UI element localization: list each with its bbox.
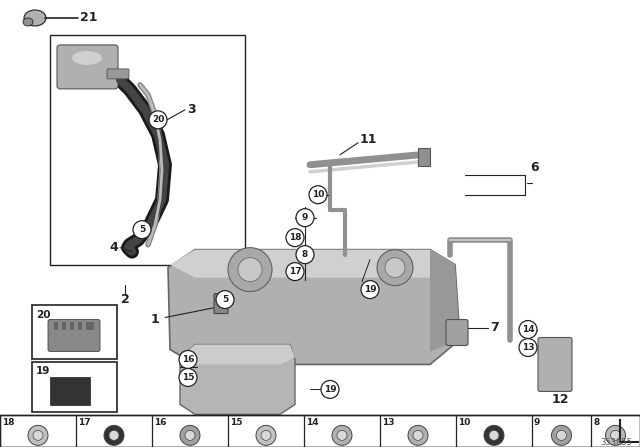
FancyBboxPatch shape [214,293,228,314]
Circle shape [408,426,428,445]
Circle shape [185,431,195,440]
Circle shape [179,368,197,387]
Circle shape [552,426,572,445]
Text: 11: 11 [360,134,378,146]
Circle shape [179,350,197,368]
Circle shape [261,431,271,440]
FancyBboxPatch shape [48,319,100,352]
Bar [78,322,82,330]
Polygon shape [180,345,295,365]
Polygon shape [168,250,460,365]
Circle shape [228,248,272,292]
Text: 18: 18 [289,233,301,242]
Circle shape [256,426,276,445]
Circle shape [33,431,43,440]
Circle shape [361,280,379,298]
Bar [0,415,640,448]
Bar [62,322,66,330]
FancyBboxPatch shape [538,337,572,392]
Bar [86,322,90,330]
Circle shape [296,246,314,263]
Text: 7: 7 [490,321,499,334]
Bar [418,148,430,166]
Text: 18: 18 [2,418,15,427]
Circle shape [484,426,504,445]
Circle shape [180,426,200,445]
Text: 12: 12 [551,393,569,406]
Text: 9: 9 [302,213,308,222]
Text: 21: 21 [80,12,97,25]
Polygon shape [180,345,295,414]
Text: 15: 15 [230,418,243,427]
Circle shape [489,431,499,440]
Circle shape [611,431,621,440]
Circle shape [109,431,119,440]
Ellipse shape [72,51,102,65]
Circle shape [332,426,352,445]
Text: 19: 19 [36,366,51,376]
Text: 2: 2 [120,293,129,306]
Bar [32,305,117,359]
Bar [70,322,74,330]
Circle shape [149,111,167,129]
Bar [90,322,94,330]
Bar [32,362,117,413]
Circle shape [238,258,262,282]
Text: 5: 5 [222,295,228,304]
Circle shape [519,339,537,357]
Circle shape [133,221,151,239]
Circle shape [286,228,304,247]
Circle shape [605,426,625,445]
Bar [50,35,245,265]
Text: 17: 17 [289,267,301,276]
Text: 19: 19 [364,285,376,294]
Text: 16: 16 [154,418,166,427]
Ellipse shape [23,18,33,26]
Bar [54,322,58,330]
FancyBboxPatch shape [446,319,468,345]
Text: 353855: 353855 [600,438,632,447]
Text: 10: 10 [458,418,470,427]
Text: 9: 9 [534,418,540,427]
FancyBboxPatch shape [57,45,118,89]
Text: 8: 8 [302,250,308,259]
Bar [50,378,90,405]
Polygon shape [170,250,455,278]
Circle shape [377,250,413,285]
Text: 15: 15 [182,373,195,382]
Circle shape [309,186,327,204]
Circle shape [296,209,314,227]
Polygon shape [430,250,460,352]
Circle shape [28,426,48,445]
FancyBboxPatch shape [107,69,129,79]
Circle shape [519,320,537,339]
Text: 19: 19 [324,385,336,394]
Circle shape [337,431,347,440]
Text: 3: 3 [187,103,196,116]
Text: 14: 14 [306,418,319,427]
Circle shape [104,426,124,445]
Circle shape [413,431,423,440]
Text: 17: 17 [78,418,91,427]
Text: 20: 20 [36,310,51,319]
Circle shape [385,258,405,278]
Text: 20: 20 [152,115,164,125]
Circle shape [321,380,339,398]
Circle shape [216,291,234,309]
Text: 13: 13 [522,343,534,352]
Text: 6: 6 [530,161,539,174]
Text: 1: 1 [150,313,159,326]
Circle shape [286,263,304,280]
Text: 8: 8 [593,418,599,427]
Text: 16: 16 [182,355,195,364]
Text: 14: 14 [522,325,534,334]
Text: 13: 13 [382,418,394,427]
Circle shape [557,431,566,440]
Ellipse shape [24,10,46,26]
Text: 10: 10 [312,190,324,199]
Text: 4: 4 [109,241,118,254]
Text: 5: 5 [139,225,145,234]
